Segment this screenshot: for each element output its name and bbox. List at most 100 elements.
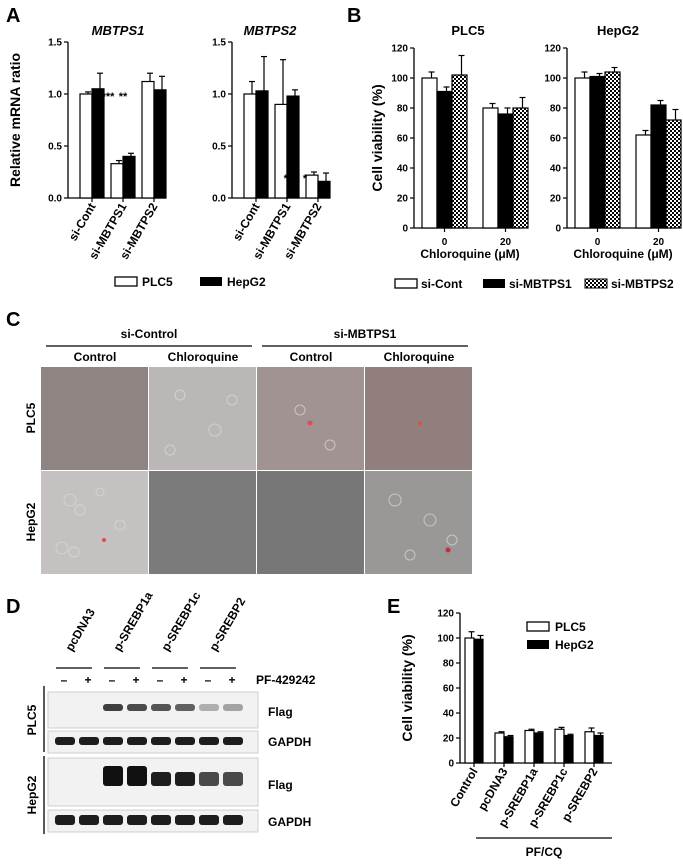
panel-letter-a: A — [6, 5, 20, 27]
panel-c-col-4: Chloroquine — [384, 350, 455, 364]
band-hepg2-gapdh — [199, 815, 219, 825]
panel-letter-e: E — [387, 596, 400, 618]
y-tick-label: 60 — [397, 134, 409, 145]
panel-c-group-si-control: si-Control — [121, 327, 178, 341]
band-plc5-flag — [151, 704, 171, 711]
legend-label-si-mbtps1: si-MBTPS1 — [509, 277, 572, 291]
panel-letter-d: D — [6, 596, 20, 618]
bar-si-cont-20 — [482, 107, 499, 229]
y-tick-label: 0.0 — [48, 194, 62, 205]
band-hepg2-flag — [175, 772, 195, 786]
chart-2: 0 20 40 60 80 100 120 PLC5 Cell viability (%) 0 20… — [369, 23, 529, 261]
treatment-sign: – — [205, 673, 212, 687]
significance-marker: ** — [119, 91, 128, 103]
chart-0: 0.0 0.5 1.0 1.5 MBTPS1 Relative mRNA ratio si-… — [7, 23, 167, 262]
x-category-label: si-Cont — [66, 200, 99, 243]
y-tick-label: 1.5 — [48, 38, 62, 49]
micrograph-red-dot-3 — [102, 538, 106, 542]
band-plc5-flag — [103, 704, 123, 711]
band-plc5-gapdh — [79, 737, 99, 745]
band-hepg2-gapdh — [223, 815, 243, 825]
panel-c-col-1: Control — [74, 350, 117, 364]
legend-swatch-si-cont — [394, 278, 418, 289]
legend-e-label-hepg2: HepG2 — [555, 638, 594, 652]
panel-c-row-plc5: PLC5 — [24, 402, 38, 433]
band-hepg2-gapdh — [175, 815, 195, 825]
panel-c-headers: si-Control si-MBTPS1 Control Chloroquine… — [24, 327, 468, 541]
y-tick-label: 40 — [397, 164, 409, 175]
y-tick-label: 60 — [443, 684, 455, 695]
chart-title: HepG2 — [597, 23, 639, 38]
y-tick-label: 40 — [550, 164, 562, 175]
micrograph-plc5-sicontrol-control — [41, 367, 148, 470]
bar-plc5-pcdna3 — [494, 732, 505, 764]
micrograph-red-dot-1 — [307, 420, 313, 426]
band-plc5-flag — [223, 704, 243, 711]
band-plc5-gapdh — [103, 737, 123, 745]
legend-swatch-hepg2 — [200, 277, 222, 286]
bar-si-cont-0 — [421, 77, 438, 229]
bar-plc5-si-mbtps2 — [305, 174, 319, 199]
legend-swatch-plc5 — [114, 276, 138, 287]
treatment-sign: + — [228, 673, 235, 687]
y-tick-label: 80 — [397, 104, 409, 115]
y-tick-label: 0 — [402, 224, 408, 235]
x-axis-label: Chloroquine (μM) — [573, 247, 672, 261]
y-tick-label: 120 — [391, 44, 408, 55]
micrograph-red-dot-2 — [418, 421, 422, 425]
band-hepg2-flag — [103, 766, 123, 786]
band-hepg2-flag — [223, 772, 243, 786]
band-hepg2-gapdh — [151, 815, 171, 825]
band-plc5-gapdh — [55, 737, 75, 745]
bar-si-mbtps1-20 — [497, 113, 514, 229]
panel-d-bands — [55, 704, 243, 825]
band-hepg2-gapdh — [55, 815, 75, 825]
bar-plc5-si-cont — [79, 93, 93, 199]
bar-plc5-p-srebp2 — [584, 731, 595, 764]
y-tick-label: 100 — [544, 74, 561, 85]
y-tick-label: 100 — [391, 74, 408, 85]
y-tick-label: 20 — [550, 194, 562, 205]
bar-hepg2-si-cont — [255, 90, 269, 199]
treatment-sign: – — [157, 673, 164, 687]
micrograph-plc5-sicontrol-chloroquine — [149, 367, 256, 470]
panel-c-col-3: Control — [290, 350, 333, 364]
micrograph-hepg2-sicontrol-chloroquine — [149, 471, 256, 574]
treatment-sign: + — [180, 673, 187, 687]
bar-si-mbtps1-0 — [589, 75, 606, 229]
bar-si-mbtps1-20 — [650, 104, 667, 229]
micrograph-plc5-simbtps1-control — [257, 367, 364, 470]
micrograph-hepg2-simbtps1-control — [257, 471, 364, 574]
x-axis-label: Chloroquine (μM) — [420, 247, 519, 261]
y-tick-label: 60 — [550, 134, 562, 145]
bar-si-mbtps1-0 — [436, 90, 453, 229]
y-tick-label: 120 — [437, 609, 454, 620]
micrograph-cell-outlines — [55, 389, 458, 561]
band-hepg2-gapdh — [79, 815, 99, 825]
bar-hepg2-p-srebp1a — [533, 732, 544, 764]
panel-d-treatment-label: PF-429242 — [256, 673, 316, 687]
bar-si-mbtps2-20 — [512, 107, 529, 229]
y-tick-label: 0 — [448, 759, 454, 770]
legend-a: PLC5 HepG2 — [114, 275, 266, 289]
legend-e-swatch-plc5 — [526, 621, 550, 632]
band-plc5-gapdh — [199, 737, 219, 745]
bar-hepg2-p-srebp2 — [593, 734, 604, 764]
panel-d-row-plc5: PLC5 — [25, 704, 39, 735]
legend-e: PLC5 HepG2 — [526, 620, 594, 652]
blot-label-hepg2-flag: Flag — [268, 778, 293, 792]
band-hepg2-gapdh — [127, 815, 147, 825]
legend-b: si-Cont si-MBTPS1 si-MBTPS2 — [394, 277, 674, 291]
bar-hepg2-si-mbtps2 — [317, 180, 331, 199]
band-hepg2-flag — [151, 772, 171, 786]
significance-marker: *** — [102, 91, 116, 103]
blot-label-hepg2-gapdh: GAPDH — [268, 815, 311, 829]
treatment-sign: + — [132, 673, 139, 687]
bar-hepg2-si-mbtps1 — [122, 155, 136, 199]
construct-label: pcDNA3 — [62, 606, 98, 654]
bar-plc5-p-srebp1a — [524, 729, 535, 764]
y-tick-label: 0.5 — [212, 142, 226, 153]
panel-d-blots: pcDNA3 p-SREBP1a p-SREBP1c p-SREBP2 – + – + – + – +… — [25, 589, 316, 834]
band-plc5-gapdh — [223, 737, 243, 745]
bar-hepg2-si-cont — [91, 88, 105, 199]
